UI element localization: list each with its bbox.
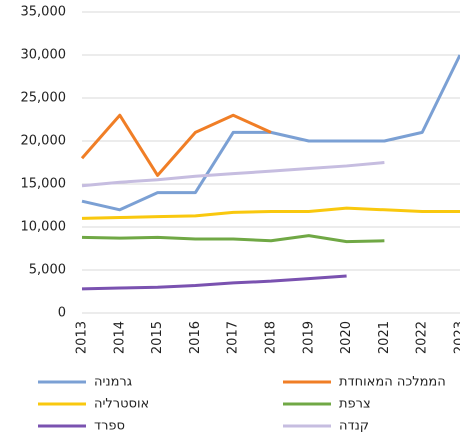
legend-label: אוסטרליה [94,397,149,412]
series-line [81,234,385,244]
series-line [81,161,385,188]
y-tick-label: 30,000 [21,48,67,63]
legend-label: גרמניה [94,375,132,390]
x-tick-label: 2017 [226,321,241,354]
series-line [80,113,272,177]
y-tick-label: 15,000 [21,177,67,192]
y-tick-label: 0 [58,306,66,321]
x-tick-label: 2016 [188,321,203,354]
x-tick-label: 2022 [415,321,430,354]
y-tick-label: 35,000 [21,5,67,20]
legend-label: ספרד [94,419,125,434]
y-tick-label: 5,000 [29,263,66,278]
x-tick-label: 2014 [112,321,127,354]
x-tick-label: 2023 [453,321,460,354]
y-tick-label: 25,000 [21,91,67,106]
series-line [81,206,460,220]
x-tick-label: 2018 [264,321,279,354]
y-tick-label: 20,000 [21,134,67,149]
x-tick-label: 2015 [150,321,165,354]
legend-label: הממלכה המאוחדת [339,375,446,390]
legend-label: צרפת [339,397,371,412]
y-tick-label: 10,000 [21,220,67,235]
x-tick-label: 2019 [301,321,316,354]
series-line [81,274,347,291]
x-tick-label: 2013 [75,321,90,354]
legend-label: קנדה [339,419,369,434]
x-tick-label: 2021 [377,321,392,354]
x-tick-label: 2020 [339,321,354,354]
